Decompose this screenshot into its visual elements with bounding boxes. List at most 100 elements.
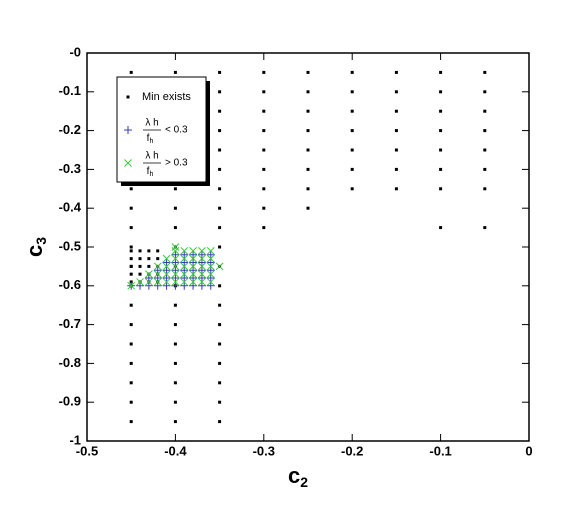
y-tick-label: -0.5 [59, 238, 81, 253]
point [138, 249, 142, 253]
point [306, 148, 310, 152]
point [262, 109, 266, 113]
x-axis-label: c2 [288, 463, 308, 490]
point [206, 281, 215, 290]
point [198, 254, 206, 263]
point [129, 226, 133, 230]
point [153, 262, 162, 271]
legend-denominator-subscript: h [149, 171, 153, 178]
point [483, 90, 487, 94]
point [439, 167, 443, 171]
point [144, 274, 153, 283]
point [129, 257, 133, 261]
point [189, 258, 198, 267]
point [198, 262, 206, 271]
point [218, 226, 222, 230]
point [306, 90, 310, 94]
point [180, 262, 189, 271]
point [171, 258, 180, 267]
point [350, 90, 354, 94]
y-tick-label: -0.9 [59, 394, 81, 409]
point [197, 266, 206, 275]
point [262, 167, 266, 171]
point [306, 109, 310, 113]
x-tick-label: 0 [525, 443, 532, 458]
point [162, 274, 171, 283]
point [153, 278, 162, 286]
point [129, 249, 133, 253]
point [173, 303, 177, 307]
point [350, 129, 354, 133]
point [218, 400, 222, 404]
point [129, 187, 133, 191]
point [350, 70, 354, 74]
point [171, 250, 180, 259]
point [153, 266, 162, 275]
point [262, 70, 266, 74]
point [144, 281, 153, 290]
point [138, 272, 142, 276]
point [218, 245, 222, 249]
point [483, 187, 487, 191]
point [153, 274, 162, 283]
point [218, 109, 222, 113]
point [218, 90, 222, 94]
point [394, 109, 398, 113]
point [206, 247, 215, 255]
point [306, 187, 310, 191]
point [171, 266, 180, 275]
point [129, 272, 133, 276]
point [180, 270, 189, 279]
point [197, 258, 206, 267]
point [394, 148, 398, 152]
point [127, 281, 136, 290]
point [439, 109, 443, 113]
point [180, 274, 189, 283]
legend-numerator: λ h [145, 151, 158, 162]
point [206, 266, 215, 275]
y-tick-label: -0.8 [59, 355, 81, 370]
point [171, 274, 180, 283]
point [162, 254, 171, 263]
point [439, 148, 443, 152]
point [145, 278, 153, 286]
point [162, 266, 171, 275]
point [147, 249, 151, 253]
legend-relation: > 0.3 [165, 158, 188, 169]
point [439, 226, 443, 230]
point [129, 245, 133, 249]
legend-denominator-subscript: h [149, 138, 153, 145]
point [129, 342, 133, 346]
point [350, 148, 354, 152]
point [306, 167, 310, 171]
x-tick-label: -0.4 [164, 443, 187, 458]
point [483, 109, 487, 113]
point [153, 281, 162, 290]
point [439, 70, 443, 74]
point [394, 167, 398, 171]
point [162, 278, 171, 286]
point [138, 257, 142, 261]
series [127, 250, 215, 290]
point [483, 226, 487, 230]
y-tick-label: -0.1 [59, 83, 81, 98]
point [180, 254, 189, 263]
point [206, 254, 215, 263]
x-tick-label: -0.1 [429, 443, 451, 458]
point [189, 266, 198, 275]
point [394, 90, 398, 94]
legend-label: Min exists [142, 91, 191, 103]
point [180, 247, 189, 255]
point [218, 361, 222, 365]
point [171, 281, 180, 290]
point [129, 264, 133, 268]
point [206, 262, 215, 271]
point [198, 278, 206, 286]
x-label-subscript: 2 [300, 474, 308, 490]
point [173, 420, 177, 424]
legend-marker [124, 126, 132, 134]
point [483, 167, 487, 171]
point [173, 226, 177, 230]
point [156, 257, 160, 261]
point [439, 129, 443, 133]
